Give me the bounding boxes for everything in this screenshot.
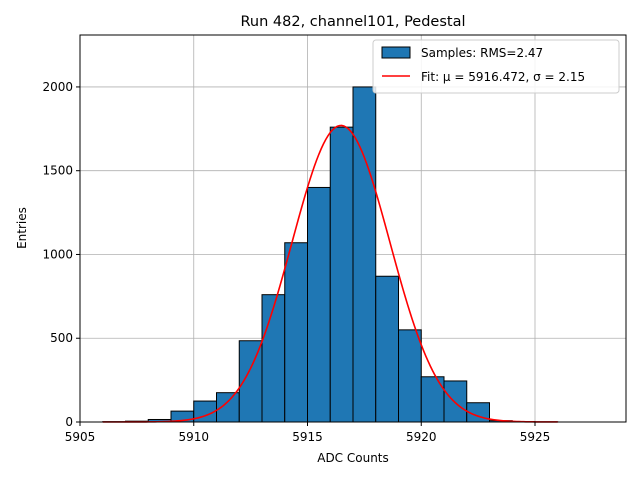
- histogram-bar-9: [307, 186, 331, 423]
- y-tick-label-3: 1500: [42, 164, 73, 178]
- y-axis-ticks: 0 500 1000 1500 2000: [42, 80, 80, 429]
- x-tick-label-3: 5920: [406, 430, 437, 444]
- x-tick-label-0: 5905: [65, 430, 96, 444]
- fit-curve: [102, 124, 558, 423]
- chart-title: Run 482, channel101, Pedestal: [240, 14, 465, 30]
- legend-label-fit: Fit: μ = 5916.472, σ = 2.15: [421, 70, 585, 84]
- legend: Samples: RMS=2.47 Fit: μ = 5916.472, σ =…: [372, 39, 620, 94]
- y-tick-label-2: 1000: [42, 247, 73, 261]
- plot-frame: [79, 34, 627, 423]
- legend-label-samples: Samples: RMS=2.47: [421, 46, 543, 60]
- x-axis-label: ADC Counts: [317, 451, 389, 465]
- y-tick-label-0: 0: [65, 415, 73, 429]
- histogram-bar-8: [284, 242, 308, 423]
- histogram-bar-12: [375, 275, 399, 423]
- x-tick-label-4: 5925: [520, 430, 551, 444]
- x-axis-ticks: 5905 5910 5915 5920 5925: [65, 422, 551, 444]
- legend-swatch-samples: [381, 46, 411, 59]
- x-tick-label-1: 5910: [178, 430, 209, 444]
- histogram-bar-15: [443, 380, 468, 423]
- x-tick-label-2: 5915: [292, 430, 323, 444]
- histogram-bar-7: [261, 294, 286, 423]
- histogram-bar-11: [352, 86, 377, 423]
- histogram-bar-10: [329, 126, 354, 423]
- y-tick-label-4: 2000: [42, 80, 73, 94]
- y-axis-label: Entries: [15, 207, 29, 249]
- legend-box: [372, 39, 620, 94]
- histogram-bar-13: [398, 329, 422, 423]
- y-tick-label-1: 500: [50, 331, 73, 345]
- histogram-bars: [102, 86, 559, 423]
